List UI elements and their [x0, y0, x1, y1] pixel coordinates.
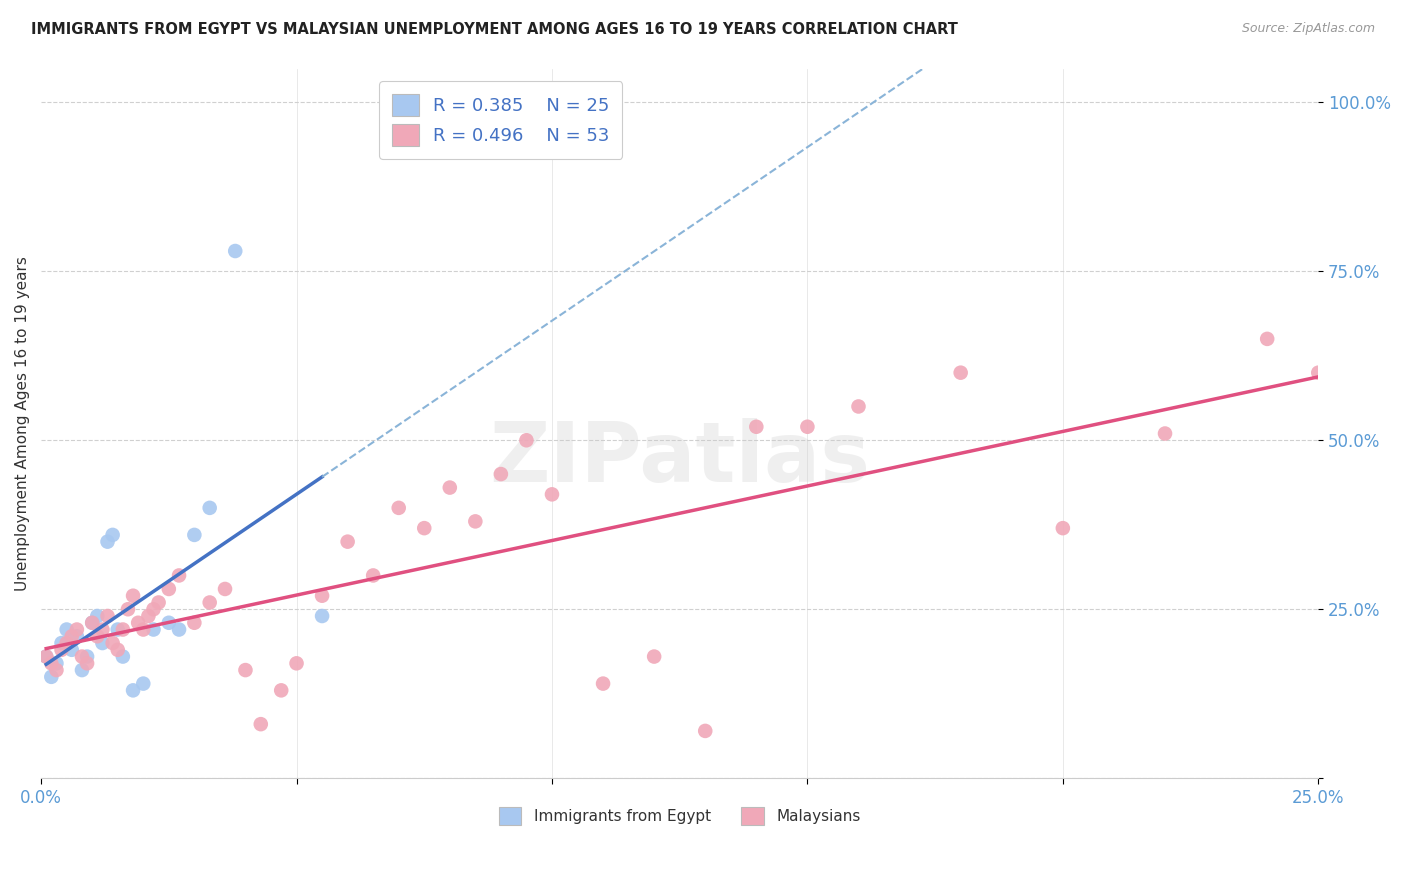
Point	[107, 623, 129, 637]
Point	[270, 683, 292, 698]
Point	[127, 615, 149, 630]
Point	[45, 663, 67, 677]
Point	[76, 649, 98, 664]
Point	[96, 609, 118, 624]
Point	[41, 670, 63, 684]
Point	[336, 534, 359, 549]
Point	[1308, 366, 1330, 380]
Point	[1256, 332, 1278, 346]
Point	[183, 528, 205, 542]
Point	[949, 366, 972, 380]
Point	[101, 528, 124, 542]
Point	[224, 244, 246, 258]
Text: ZIPatlas: ZIPatlas	[489, 418, 870, 500]
Point	[76, 657, 98, 671]
Point	[157, 582, 180, 596]
Point	[142, 602, 165, 616]
Point	[60, 642, 83, 657]
Point	[111, 623, 134, 637]
Point	[235, 663, 257, 677]
Point	[515, 434, 537, 448]
Point	[55, 623, 77, 637]
Point	[1154, 426, 1177, 441]
Point	[361, 568, 384, 582]
Legend: Immigrants from Egypt, Malaysians: Immigrants from Egypt, Malaysians	[489, 797, 870, 834]
Point	[311, 589, 333, 603]
Point	[848, 400, 870, 414]
Point	[183, 615, 205, 630]
Point	[1052, 521, 1074, 535]
Point	[111, 649, 134, 664]
Point	[311, 609, 333, 624]
Text: IMMIGRANTS FROM EGYPT VS MALAYSIAN UNEMPLOYMENT AMONG AGES 16 TO 19 YEARS CORREL: IMMIGRANTS FROM EGYPT VS MALAYSIAN UNEMP…	[31, 22, 957, 37]
Point	[107, 642, 129, 657]
Point	[86, 609, 108, 624]
Point	[413, 521, 436, 535]
Point	[41, 657, 63, 671]
Point	[35, 649, 58, 664]
Point	[55, 636, 77, 650]
Point	[82, 615, 104, 630]
Point	[214, 582, 236, 596]
Point	[198, 500, 221, 515]
Point	[132, 676, 155, 690]
Point	[249, 717, 271, 731]
Text: Source: ZipAtlas.com: Source: ZipAtlas.com	[1241, 22, 1375, 36]
Point	[91, 623, 114, 637]
Point	[796, 419, 818, 434]
Point	[35, 649, 58, 664]
Point	[695, 723, 717, 738]
Point	[101, 636, 124, 650]
Point	[198, 595, 221, 609]
Point	[51, 636, 73, 650]
Point	[592, 676, 614, 690]
Point	[51, 642, 73, 657]
Point	[132, 623, 155, 637]
Point	[117, 602, 139, 616]
Point	[138, 609, 160, 624]
Point	[142, 623, 165, 637]
Point	[167, 623, 190, 637]
Point	[122, 589, 145, 603]
Point	[157, 615, 180, 630]
Point	[122, 683, 145, 698]
Point	[167, 568, 190, 582]
Point	[745, 419, 768, 434]
Point	[70, 663, 93, 677]
Point	[285, 657, 308, 671]
Point	[70, 649, 93, 664]
Point	[45, 657, 67, 671]
Point	[148, 595, 170, 609]
Point	[82, 615, 104, 630]
Y-axis label: Unemployment Among Ages 16 to 19 years: Unemployment Among Ages 16 to 19 years	[15, 256, 30, 591]
Point	[489, 467, 512, 481]
Point	[66, 623, 89, 637]
Point	[643, 649, 665, 664]
Point	[86, 629, 108, 643]
Point	[66, 629, 89, 643]
Point	[541, 487, 564, 501]
Point	[439, 481, 461, 495]
Point	[60, 629, 83, 643]
Point	[96, 534, 118, 549]
Point	[464, 515, 486, 529]
Point	[388, 500, 411, 515]
Point	[91, 636, 114, 650]
